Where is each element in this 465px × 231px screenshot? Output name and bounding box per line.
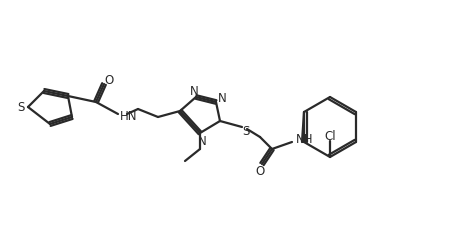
Text: N: N (218, 92, 226, 105)
Text: NH: NH (296, 133, 313, 146)
Text: S: S (242, 125, 250, 138)
Text: Cl: Cl (324, 130, 336, 143)
Text: N: N (198, 135, 206, 148)
Text: N: N (190, 85, 199, 98)
Text: O: O (255, 165, 265, 178)
Text: O: O (104, 74, 113, 87)
Text: HN: HN (120, 110, 138, 123)
Text: S: S (17, 101, 25, 114)
